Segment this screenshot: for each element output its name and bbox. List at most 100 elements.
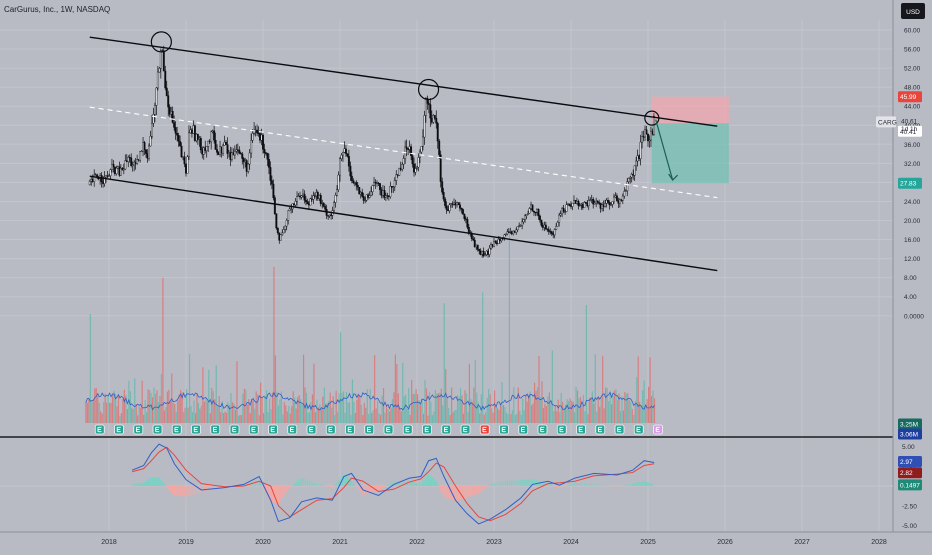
- candle-body: [154, 105, 156, 114]
- earnings-icon[interactable]: [654, 425, 663, 434]
- earnings-icon[interactable]: [634, 425, 643, 434]
- candle-body: [390, 186, 392, 197]
- candle-body: [428, 103, 430, 104]
- volume-bar: [546, 406, 547, 423]
- earnings-icon[interactable]: [615, 425, 624, 434]
- earnings-icon[interactable]: [211, 425, 220, 434]
- candle-body: [508, 232, 510, 233]
- candle-body: [649, 140, 651, 141]
- volume-bar: [556, 411, 557, 423]
- earnings-icon[interactable]: [519, 425, 528, 434]
- candle-body: [224, 142, 226, 145]
- macd-histogram-bar: [380, 486, 381, 489]
- earnings-icon[interactable]: [577, 425, 586, 434]
- macd-histogram-bar: [652, 484, 653, 486]
- candle-body: [532, 205, 534, 211]
- earnings-icon[interactable]: [288, 425, 297, 434]
- candle-body: [582, 204, 584, 207]
- earnings-icon[interactable]: [172, 425, 181, 434]
- candle-body: [396, 175, 398, 181]
- candle-body: [481, 251, 483, 254]
- earnings-icon[interactable]: [442, 425, 451, 434]
- candle-body: [422, 137, 424, 146]
- earnings-icon[interactable]: [269, 425, 278, 434]
- volume-bar: [134, 378, 135, 423]
- macd-histogram-bar: [416, 483, 417, 486]
- earnings-icon[interactable]: [596, 425, 605, 434]
- earnings-icon[interactable]: [403, 425, 412, 434]
- volume-bar: [159, 396, 160, 423]
- earnings-icon[interactable]: [249, 425, 258, 434]
- earnings-icon[interactable]: [153, 425, 162, 434]
- volume-bar: [448, 408, 449, 423]
- earnings-icon[interactable]: [384, 425, 393, 434]
- volume-bar: [494, 390, 495, 423]
- earnings-icon[interactable]: [365, 425, 374, 434]
- volume-bar: [143, 415, 144, 423]
- volume-bar: [460, 388, 461, 423]
- earnings-icon[interactable]: [230, 425, 239, 434]
- volume-bar: [638, 356, 639, 423]
- take-profit-zone: [652, 123, 729, 183]
- candle-body: [299, 196, 301, 197]
- macd-histogram-bar: [260, 483, 261, 486]
- macd-histogram-bar: [644, 481, 645, 486]
- candle-body: [407, 149, 409, 150]
- volume-bar: [333, 396, 334, 423]
- volume-bar: [127, 409, 128, 423]
- volume-bar: [564, 408, 565, 423]
- macd-histogram-bar: [412, 482, 413, 486]
- earnings-icon[interactable]: [307, 425, 316, 434]
- earnings-icon[interactable]: [480, 425, 489, 434]
- candle-body: [628, 178, 630, 181]
- volume-bar: [648, 387, 649, 423]
- macd-histogram-bar: [363, 486, 364, 496]
- volume-bar: [620, 411, 621, 423]
- macd-histogram-bar: [465, 486, 466, 498]
- volume-bar: [264, 395, 265, 423]
- volume-bar: [408, 388, 409, 423]
- earnings-icon[interactable]: [192, 425, 201, 434]
- volume-bar: [381, 396, 382, 423]
- earnings-icon[interactable]: [95, 425, 104, 434]
- macd-histogram-bar: [417, 483, 418, 486]
- volume-bar: [574, 412, 575, 423]
- candle-body: [594, 203, 596, 204]
- candle-body: [172, 111, 174, 122]
- earnings-icon[interactable]: [115, 425, 124, 434]
- earnings-icon[interactable]: [557, 425, 566, 434]
- volume-bar: [424, 380, 425, 423]
- candle-body: [290, 209, 292, 210]
- earnings-icon[interactable]: [461, 425, 470, 434]
- macd-histogram-bar: [472, 486, 473, 496]
- earnings-icon[interactable]: [326, 425, 335, 434]
- earnings-icon[interactable]: [134, 425, 143, 434]
- volume-bar: [187, 408, 188, 423]
- earnings-icon[interactable]: [500, 425, 509, 434]
- volume-bar: [404, 396, 405, 423]
- volume-bar: [290, 414, 291, 423]
- candle-body: [410, 147, 412, 156]
- candle-body: [347, 154, 349, 157]
- candle-body: [587, 203, 589, 206]
- macd-histogram-bar: [513, 480, 514, 486]
- volume-bar: [93, 399, 94, 423]
- volume-bar: [599, 407, 600, 423]
- candle-body: [638, 156, 640, 159]
- candle-body: [421, 146, 423, 152]
- candle-body: [144, 142, 146, 149]
- candle-body: [381, 190, 383, 196]
- macd-histogram-bar: [285, 486, 286, 493]
- earnings-icon[interactable]: [346, 425, 355, 434]
- earnings-icon[interactable]: [538, 425, 547, 434]
- macd-histogram-bar: [187, 486, 188, 496]
- candle-body: [504, 235, 506, 238]
- volume-bar: [469, 364, 470, 423]
- volume-bar: [262, 398, 263, 423]
- currency-button[interactable]: USD: [901, 3, 925, 19]
- earnings-icon[interactable]: [423, 425, 432, 434]
- macd-histogram-bar: [487, 486, 488, 487]
- candle-body: [547, 229, 549, 230]
- volume-bar: [359, 396, 360, 423]
